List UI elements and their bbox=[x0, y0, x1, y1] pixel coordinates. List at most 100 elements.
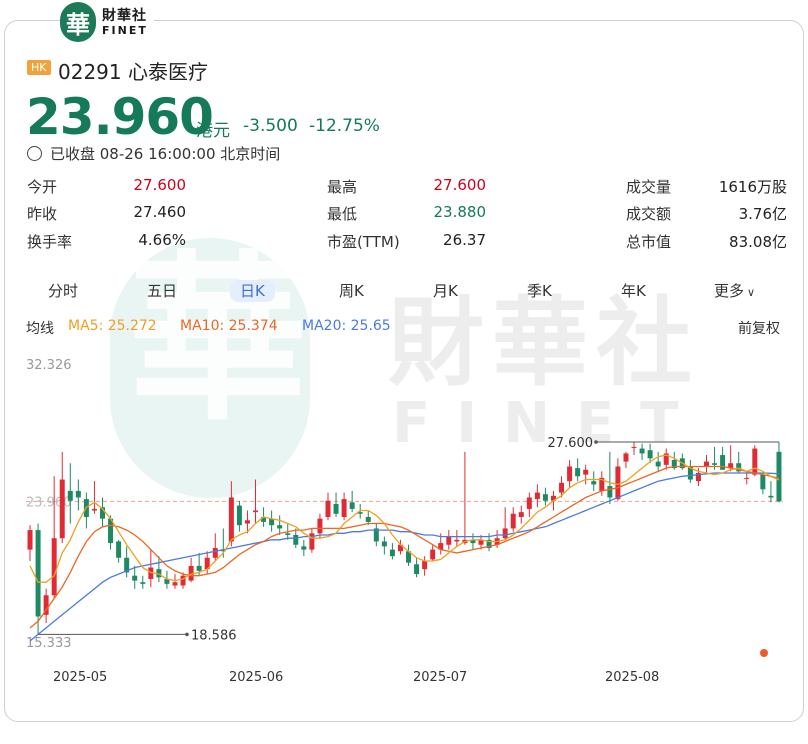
candle-body bbox=[285, 533, 291, 535]
stat-label-prev-close: 昨收 bbox=[27, 205, 58, 223]
tab-quarterly-k[interactable]: 季K bbox=[527, 282, 552, 300]
stat-value-prev-close: 27.460 bbox=[133, 203, 187, 221]
currency-label: 港元 bbox=[196, 121, 230, 141]
stat-value-pe: 26.37 bbox=[443, 231, 486, 249]
high-marker-dot bbox=[594, 440, 598, 444]
stat-label-pe: 市盈(TTM) bbox=[327, 233, 400, 251]
market-status: 已收盘 08-26 16:00:00 北京时间 bbox=[50, 145, 281, 163]
tab-intraday[interactable]: 分时 bbox=[48, 282, 79, 300]
candle-body bbox=[301, 546, 307, 550]
live-indicator-dot bbox=[760, 649, 768, 657]
candle-body bbox=[703, 461, 709, 467]
candle-body bbox=[100, 507, 106, 519]
ma5-line bbox=[29, 454, 780, 583]
candle-body bbox=[414, 564, 420, 575]
candle-body bbox=[124, 557, 130, 573]
candle-body bbox=[357, 512, 363, 514]
ma10-value: MA10: 25.374 bbox=[180, 318, 278, 334]
candle-body bbox=[59, 479, 65, 539]
candle-body bbox=[655, 461, 661, 467]
candle-body bbox=[422, 561, 428, 570]
candle-body bbox=[212, 547, 218, 558]
candle-body bbox=[550, 495, 556, 501]
candle-body bbox=[542, 494, 548, 501]
candle-body bbox=[228, 497, 234, 542]
chevron-down-icon: ∨ bbox=[747, 286, 756, 299]
candle-body bbox=[728, 463, 734, 469]
candle-body bbox=[333, 503, 339, 514]
stat-label-open: 今开 bbox=[27, 178, 58, 196]
candle-body bbox=[478, 539, 484, 545]
candle-body bbox=[695, 473, 701, 482]
candle-body bbox=[744, 477, 750, 479]
candle-body bbox=[470, 539, 476, 544]
candle-body bbox=[27, 530, 33, 550]
candle-body bbox=[156, 569, 162, 578]
candle-body bbox=[220, 549, 226, 552]
candle-body bbox=[389, 549, 395, 557]
candle-body bbox=[75, 490, 81, 498]
candle-body bbox=[188, 565, 194, 581]
candle-body bbox=[309, 533, 315, 550]
ma20-value: MA20: 25.65 bbox=[302, 318, 391, 334]
x-axis-label: 2025-05 bbox=[53, 670, 107, 685]
candle-body bbox=[671, 459, 677, 469]
tab-weekly-k[interactable]: 周K bbox=[339, 282, 364, 300]
candle-body bbox=[446, 536, 452, 545]
tab-five-day[interactable]: 五日 bbox=[147, 282, 178, 300]
stat-value-open: 27.600 bbox=[133, 176, 187, 194]
candle-body bbox=[768, 495, 774, 498]
candle-body bbox=[438, 543, 444, 550]
low-marker-label: 18.586 bbox=[191, 628, 237, 643]
ma20-line bbox=[29, 472, 780, 642]
candle-body bbox=[510, 513, 516, 529]
x-axis-label: 2025-07 bbox=[413, 670, 467, 685]
tab-more-label: 更多 bbox=[714, 282, 745, 300]
candle-body bbox=[526, 497, 532, 509]
candle-body bbox=[244, 520, 250, 524]
brand-seal-icon: 華 bbox=[60, 2, 96, 42]
y-axis-min-label: 15.333 bbox=[26, 636, 72, 651]
stat-value-market-cap: 83.08亿 bbox=[729, 233, 787, 251]
stat-value-turnover-rate: 4.66% bbox=[138, 231, 186, 249]
candle-body bbox=[277, 525, 283, 529]
brand-name-en: FINET bbox=[102, 23, 148, 37]
high-marker-label: 27.600 bbox=[548, 436, 594, 451]
stat-value-low: 23.880 bbox=[433, 203, 487, 221]
candle-body bbox=[236, 505, 242, 526]
candle-body bbox=[116, 541, 122, 558]
candle-body bbox=[35, 530, 41, 617]
candle-body bbox=[639, 448, 645, 454]
candle-body bbox=[91, 508, 97, 511]
stock-title: 02291 心泰医疗 bbox=[58, 60, 208, 84]
candle-body bbox=[108, 518, 114, 544]
candle-body bbox=[623, 453, 629, 462]
stat-label-turnover-rate: 换手率 bbox=[27, 233, 73, 251]
ma5-value: MA5: 25.272 bbox=[68, 318, 157, 334]
tab-yearly-k[interactable]: 年K bbox=[621, 282, 646, 300]
candle-body bbox=[615, 466, 621, 500]
stat-label-high: 最高 bbox=[327, 178, 358, 196]
adjust-toggle[interactable]: 前复权 bbox=[738, 321, 780, 337]
ma10-line bbox=[29, 465, 780, 629]
candle-body bbox=[567, 466, 573, 482]
tab-monthly-k[interactable]: 月K bbox=[433, 282, 458, 300]
watermark-brand-cn: 財華社 bbox=[388, 287, 700, 399]
candle-body bbox=[663, 453, 669, 465]
tab-more[interactable]: 更多 ∨ bbox=[714, 280, 755, 302]
candle-body bbox=[647, 450, 653, 459]
candle-body bbox=[406, 551, 412, 563]
candle-body bbox=[752, 448, 758, 475]
candle-body bbox=[486, 539, 492, 548]
candle-body bbox=[687, 466, 693, 480]
candle-body bbox=[317, 518, 323, 534]
watermark-seal bbox=[110, 238, 310, 498]
candle-body bbox=[67, 490, 73, 501]
candle-body bbox=[454, 539, 460, 542]
candle-body bbox=[760, 474, 766, 490]
tab-daily-k[interactable]: 日K bbox=[230, 280, 275, 302]
stat-label-market-cap: 总市值 bbox=[626, 233, 672, 251]
candle-body bbox=[204, 557, 210, 570]
candle-body bbox=[559, 482, 565, 493]
